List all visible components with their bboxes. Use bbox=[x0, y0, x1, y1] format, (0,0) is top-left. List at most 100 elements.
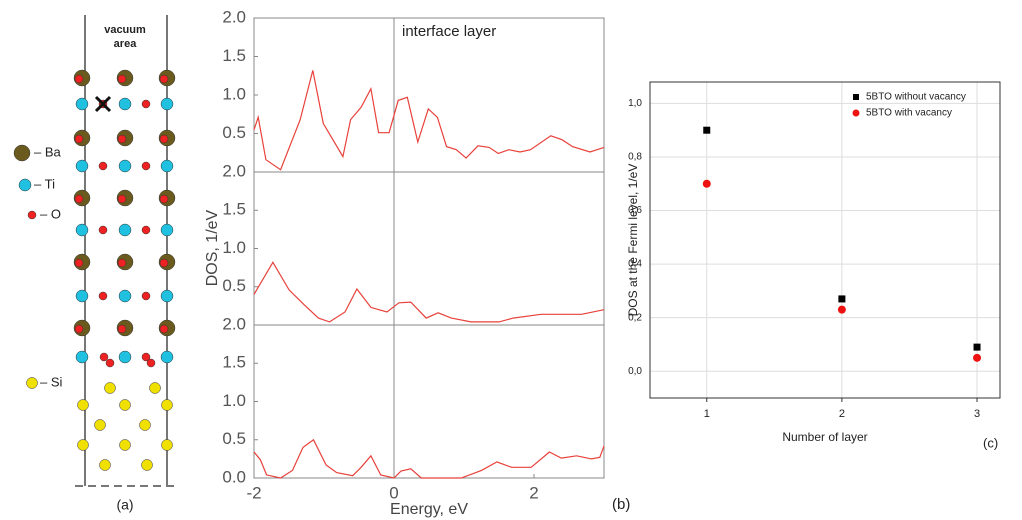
y-tick-label: 2.0 bbox=[222, 314, 246, 333]
o-atom bbox=[117, 194, 127, 204]
si-atom bbox=[77, 399, 89, 411]
point bbox=[837, 305, 846, 314]
x-tick-label: 2 bbox=[839, 408, 845, 420]
si-atom bbox=[94, 419, 106, 431]
atom-legend: – O bbox=[40, 206, 61, 221]
legend-label: 5BTO without vacancy bbox=[866, 92, 966, 103]
atoms bbox=[13, 69, 176, 471]
y-tick-label: 0,4 bbox=[628, 259, 642, 270]
ti-atom bbox=[160, 289, 174, 303]
y-tick-label: 1,0 bbox=[628, 98, 642, 109]
vacuum-label: vacuum bbox=[104, 24, 146, 36]
point bbox=[973, 353, 982, 362]
dos-line bbox=[253, 438, 605, 479]
y-tick-label: 1.5 bbox=[222, 200, 246, 219]
legend-label: 5BTO with vacancy bbox=[866, 108, 952, 119]
ti-atom bbox=[75, 289, 89, 303]
panel-label: (c) bbox=[983, 435, 998, 450]
ti-atom bbox=[118, 289, 132, 303]
y-tick-label: 0,2 bbox=[628, 312, 642, 323]
y-tick-label: 2.0 bbox=[222, 7, 246, 26]
vacancy-mark bbox=[94, 95, 112, 113]
o-atom bbox=[146, 358, 156, 368]
atom-legend: – Ba bbox=[34, 144, 62, 159]
dos-line bbox=[253, 261, 605, 323]
x-tick-label: 2 bbox=[529, 483, 538, 502]
si-atom bbox=[119, 399, 131, 411]
o-atom bbox=[141, 352, 151, 362]
y-tick-label: 1.0 bbox=[222, 238, 246, 257]
o-atom bbox=[117, 258, 127, 268]
y-tick-label: 1.5 bbox=[222, 353, 246, 372]
y-tick-label: 0.0 bbox=[222, 467, 246, 486]
o-atom bbox=[159, 258, 169, 268]
x-axis-label: Energy, eV bbox=[390, 501, 468, 518]
legend-atom bbox=[26, 377, 38, 389]
y-tick-label: 0.5 bbox=[222, 429, 246, 448]
x-tick-label: 0 bbox=[389, 483, 398, 502]
si-atom bbox=[119, 439, 131, 451]
y-tick-label: 0,6 bbox=[628, 205, 642, 216]
o-atom bbox=[117, 324, 127, 334]
legend-atom bbox=[27, 210, 37, 220]
point bbox=[838, 295, 846, 303]
y-axis-label: DOS at the Fermi level, 1/eV bbox=[626, 164, 640, 317]
panel-label: (b) bbox=[612, 496, 630, 513]
y-tick-label: 1.5 bbox=[222, 46, 246, 65]
si-atom bbox=[141, 459, 153, 471]
x-tick-label: -2 bbox=[246, 483, 261, 502]
ti-atom bbox=[75, 223, 89, 237]
ti-atom bbox=[160, 223, 174, 237]
ti-atom bbox=[75, 97, 89, 111]
o-atom bbox=[74, 324, 84, 334]
o-atom bbox=[74, 134, 84, 144]
o-atom bbox=[141, 99, 151, 109]
ti-atom bbox=[75, 159, 89, 173]
legend-marker bbox=[853, 94, 859, 100]
ti-atom bbox=[118, 223, 132, 237]
o-atom bbox=[159, 194, 169, 204]
atom-legend: – Ti bbox=[34, 176, 55, 191]
si-atom bbox=[77, 439, 89, 451]
plot-frame bbox=[649, 81, 1001, 399]
ti-atom bbox=[118, 350, 132, 364]
o-atom bbox=[141, 291, 151, 301]
panel-label: (a) bbox=[116, 497, 133, 513]
legend-atom bbox=[18, 178, 32, 192]
si-atom bbox=[161, 439, 173, 451]
ti-atom bbox=[118, 159, 132, 173]
legend-atom bbox=[13, 144, 31, 162]
plot-frame bbox=[253, 171, 605, 326]
o-atom bbox=[99, 352, 109, 362]
si-atom bbox=[139, 419, 151, 431]
y-tick-label: 0.5 bbox=[222, 123, 246, 142]
legend-marker bbox=[852, 109, 860, 117]
o-atom bbox=[117, 134, 127, 144]
ti-atom bbox=[160, 159, 174, 173]
x-tick-label: 3 bbox=[974, 408, 980, 420]
si-atom bbox=[104, 382, 116, 394]
si-atom bbox=[99, 459, 111, 471]
ti-atom bbox=[160, 350, 174, 364]
o-atom bbox=[98, 161, 108, 171]
si-atom bbox=[149, 382, 161, 394]
point bbox=[703, 126, 711, 134]
y-tick-label: 0.5 bbox=[222, 276, 246, 295]
x-axis-label: Number of layer bbox=[782, 430, 867, 444]
o-atom bbox=[141, 161, 151, 171]
o-atom bbox=[74, 258, 84, 268]
y-tick-label: 1.0 bbox=[222, 84, 246, 103]
point bbox=[973, 343, 981, 351]
o-atom bbox=[117, 74, 127, 84]
ti-atom bbox=[118, 97, 132, 111]
o-atom bbox=[159, 324, 169, 334]
y-tick-label: 2.0 bbox=[222, 161, 246, 180]
o-atom bbox=[159, 134, 169, 144]
y-tick-label: 0,8 bbox=[628, 152, 642, 163]
plot-frame bbox=[253, 324, 605, 479]
o-atom bbox=[74, 194, 84, 204]
o-atom bbox=[98, 291, 108, 301]
o-atom bbox=[74, 74, 84, 84]
si-atom bbox=[161, 399, 173, 411]
